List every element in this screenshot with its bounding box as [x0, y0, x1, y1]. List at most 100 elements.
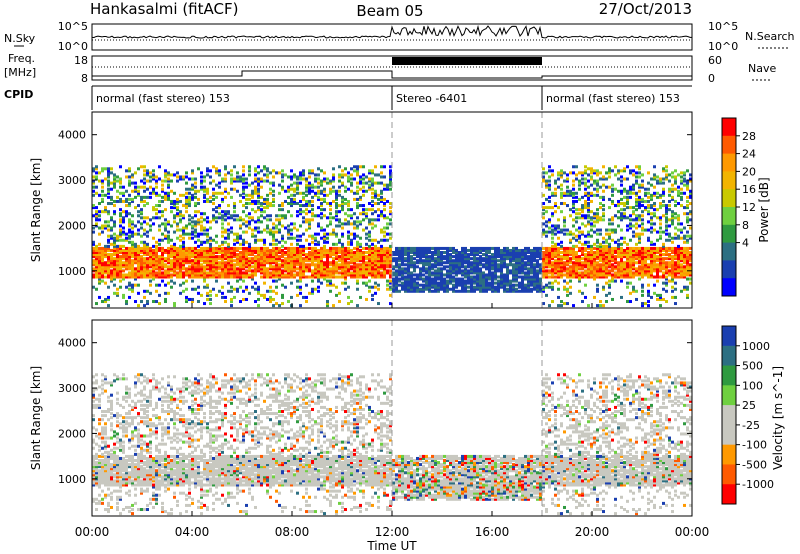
- heat-cell: [422, 261, 425, 265]
- heat-cell: [311, 261, 314, 265]
- heat-cell: [530, 257, 533, 261]
- heat-cell: [374, 195, 377, 199]
- heat-cell: [194, 210, 197, 214]
- heat-cell: [233, 253, 236, 257]
- heat-cell: [545, 255, 548, 259]
- heat-cell: [317, 189, 320, 193]
- heat-cell: [470, 269, 473, 273]
- heat-cell: [542, 263, 545, 267]
- heat-cell: [635, 175, 638, 179]
- heat-cell: [548, 165, 551, 169]
- heat-cell: [590, 193, 593, 197]
- heat-cell: [209, 181, 212, 185]
- heat-cell: [587, 232, 590, 236]
- heat-cell: [344, 287, 347, 291]
- heat-cell: [596, 251, 599, 255]
- heat-cell: [158, 283, 161, 287]
- heat-cell: [497, 263, 500, 267]
- heat-cell: [95, 206, 98, 210]
- heat-cell: [608, 269, 611, 273]
- heat-cell: [92, 259, 95, 263]
- heat-cell: [128, 275, 131, 279]
- heat-cell: [620, 263, 623, 267]
- heat-cell: [308, 191, 311, 195]
- heat-cell: [602, 165, 605, 169]
- heat-cell: [149, 261, 152, 265]
- heat-cell: [119, 179, 122, 183]
- heat-cell: [275, 291, 278, 295]
- heat-cell: [428, 283, 431, 287]
- heat-cell: [149, 246, 152, 250]
- heat-cell: [305, 238, 308, 242]
- heat-cell: [131, 226, 134, 230]
- heat-cell: [581, 230, 584, 234]
- heat-cell: [641, 289, 644, 293]
- heat-cell: [515, 251, 518, 255]
- heat-cell: [611, 218, 614, 222]
- heat-cell: [311, 246, 314, 250]
- heat-cell: [410, 261, 413, 265]
- heat-cell: [182, 216, 185, 220]
- heat-cell: [140, 259, 143, 263]
- heat-cell: [404, 246, 407, 250]
- heat-cell: [329, 269, 332, 273]
- heat-cell: [482, 275, 485, 279]
- heat-cell: [521, 283, 524, 287]
- heat-cell: [506, 246, 509, 250]
- heat-cell: [344, 265, 347, 269]
- heat-cell: [359, 259, 362, 263]
- heat-cell: [107, 187, 110, 191]
- heat-cell: [551, 255, 554, 259]
- heat-cell: [359, 181, 362, 185]
- heat-cell: [488, 257, 491, 261]
- heat-cell: [470, 261, 473, 265]
- heat-cell: [320, 212, 323, 216]
- heat-cell: [638, 251, 641, 255]
- heat-cell: [119, 191, 122, 195]
- heat-cell: [197, 238, 200, 242]
- heat-cell: [428, 265, 431, 269]
- heat-cell: [257, 191, 260, 195]
- heat-cell: [206, 261, 209, 265]
- heat-cell: [233, 251, 236, 255]
- heat-cell: [548, 230, 551, 234]
- heat-cell: [95, 191, 98, 195]
- heat-cell: [173, 302, 176, 306]
- heat-cell: [257, 165, 260, 169]
- heat-cell: [620, 236, 623, 240]
- heat-cell: [572, 271, 575, 275]
- heat-cell: [584, 275, 587, 279]
- heat-cell: [176, 224, 179, 228]
- heat-cell: [599, 251, 602, 255]
- heat-cell: [446, 273, 449, 277]
- heat-cell: [632, 234, 635, 238]
- heat-cell: [482, 257, 485, 261]
- heat-cell: [200, 175, 203, 179]
- heat-cell: [281, 175, 284, 179]
- heat-cell: [350, 257, 353, 261]
- heat-cell: [200, 265, 203, 269]
- heat-cell: [608, 234, 611, 238]
- heat-cell: [224, 210, 227, 214]
- heat-cell: [374, 261, 377, 265]
- heat-cell: [581, 206, 584, 210]
- heat-cell: [116, 244, 119, 248]
- heat-cell: [326, 269, 329, 273]
- heat-cell: [137, 210, 140, 214]
- heat-cell: [362, 208, 365, 212]
- heat-cell: [164, 169, 167, 173]
- heat-cell: [239, 175, 242, 179]
- heat-cell: [113, 179, 116, 183]
- heat-cell: [197, 261, 200, 265]
- heat-cell: [263, 261, 266, 265]
- heat-cell: [335, 234, 338, 238]
- heat-cell: [143, 173, 146, 177]
- heat-cell: [155, 289, 158, 293]
- heat-cell: [143, 271, 146, 275]
- heat-cell: [356, 257, 359, 261]
- heat-cell: [569, 267, 572, 271]
- heat-cell: [296, 285, 299, 289]
- heat-cell: [269, 261, 272, 265]
- heat-cell: [209, 255, 212, 259]
- heat-cell: [269, 181, 272, 185]
